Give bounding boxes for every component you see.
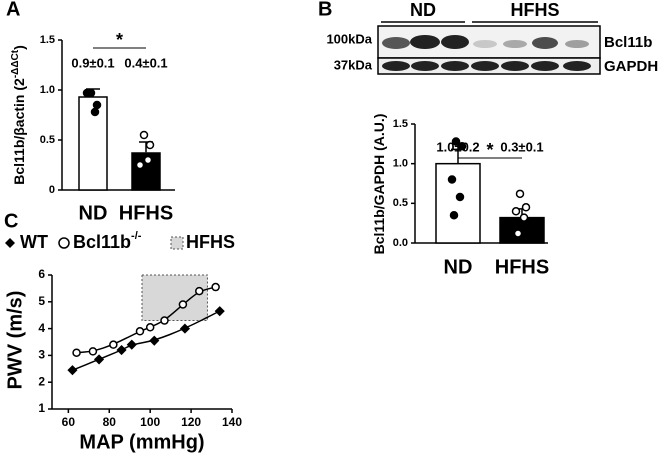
marker-label: 100kDa xyxy=(326,31,372,46)
category-label: ND xyxy=(444,256,473,278)
y-tick-label: 0 xyxy=(49,184,55,196)
category-label: HFHS xyxy=(495,256,549,278)
data-point xyxy=(72,348,81,357)
significance-label: * xyxy=(116,30,123,50)
data-point xyxy=(116,344,127,356)
shaded-region xyxy=(141,274,208,322)
data-point xyxy=(521,203,531,212)
value-label: 0.3±0.1 xyxy=(500,139,543,154)
data-point xyxy=(135,160,145,170)
data-point xyxy=(93,354,105,365)
data-point xyxy=(511,207,521,216)
legend-label: WT xyxy=(20,232,48,252)
category-label: HFHS xyxy=(119,202,173,224)
x-tick-label: 60 xyxy=(62,415,76,429)
marker-label: 37kDa xyxy=(334,57,373,72)
band-label: GAPDH xyxy=(604,58,658,75)
legend-label-sup: -/- xyxy=(131,230,142,242)
y-axis-label-part: ) xyxy=(11,45,27,50)
data-point xyxy=(178,300,188,309)
y-tick-label: 3 xyxy=(38,348,45,362)
y-axis-label: Bcl11b/βactin (2-ΔΔCt) xyxy=(10,45,27,185)
panel-label: C xyxy=(4,210,18,232)
data-point xyxy=(135,327,145,336)
y-tick-label: 1.0 xyxy=(393,158,408,170)
data-point xyxy=(82,88,92,98)
data-point xyxy=(160,316,169,325)
data-point xyxy=(139,130,149,140)
x-axis-label: MAP (mmHg) xyxy=(79,431,204,453)
data-point xyxy=(214,306,225,317)
data-point xyxy=(67,365,78,376)
data-point xyxy=(143,155,153,165)
value-label: 0.4±0.1 xyxy=(124,55,167,70)
y-axis-label-part: -ΔΔCt xyxy=(10,49,21,78)
value-label: 1.0±0.2 xyxy=(436,139,479,154)
group-label: HFHS xyxy=(511,0,560,20)
legend-marker xyxy=(170,236,184,250)
y-axis-label-part: Bcl11b/GAPDH (A.U.) xyxy=(371,114,387,255)
y-tick-label: 0.5 xyxy=(393,197,408,209)
data-point xyxy=(179,323,191,334)
legend-marker xyxy=(5,238,15,248)
y-tick-label: 5 xyxy=(38,294,45,308)
y-tick-label: 4 xyxy=(38,321,45,335)
data-point xyxy=(455,192,465,202)
y-tick-label: 1 xyxy=(38,401,45,415)
bands xyxy=(382,35,591,71)
panel-label: B xyxy=(318,0,332,20)
value-label: 0.9±0.1 xyxy=(71,55,114,70)
y-axis-label: Bcl11b/GAPDH (A.U.) xyxy=(371,114,387,255)
data-point xyxy=(126,339,137,350)
data-point xyxy=(457,141,467,151)
band-label: Bcl11b xyxy=(604,34,652,51)
bar xyxy=(435,162,481,244)
y-tick-label: 1.0 xyxy=(40,84,55,96)
data-point xyxy=(449,210,459,220)
x-tick-label: 140 xyxy=(222,415,242,429)
legend-label: Bcl11b-/- xyxy=(73,230,142,252)
y-tick-label: 1.5 xyxy=(393,118,408,130)
y-axis-label: PWV (m/s) xyxy=(4,291,26,390)
legend-label-part: Bcl11b xyxy=(73,232,131,252)
data-point xyxy=(515,189,525,199)
y-tick-label: 0.0 xyxy=(393,237,408,249)
y-axis-label-part: Bcl11b/βactin (2 xyxy=(11,78,27,185)
data-point xyxy=(92,100,102,110)
data-point xyxy=(195,286,204,296)
y-tick-label: 1.5 xyxy=(40,34,55,46)
x-tick-label: 120 xyxy=(181,415,201,429)
legend-marker xyxy=(58,237,70,249)
data-point xyxy=(519,213,529,222)
data-point xyxy=(145,323,155,332)
significance-label: * xyxy=(486,140,493,160)
data-point xyxy=(109,340,118,349)
y-tick-label: 6 xyxy=(38,267,45,281)
data-point xyxy=(451,137,461,146)
category-label: ND xyxy=(79,202,108,224)
bar xyxy=(499,216,545,244)
y-tick-label: 2 xyxy=(38,374,45,388)
data-point xyxy=(88,347,98,356)
panel-label: A xyxy=(6,0,20,20)
x-tick-label: 80 xyxy=(103,415,117,429)
data-point xyxy=(145,140,155,150)
legend-label: HFHS xyxy=(186,232,235,252)
data-point xyxy=(447,175,457,184)
western-blot: ND HFHS 100kDa 37kDa Bcl11b GAPDH xyxy=(326,0,658,75)
data-point xyxy=(149,335,160,346)
x-tick-label: 100 xyxy=(140,415,160,429)
data-point xyxy=(513,229,523,238)
y-tick-label: 0.5 xyxy=(40,134,55,146)
group-label: ND xyxy=(410,0,436,20)
data-point xyxy=(211,282,220,292)
data-point xyxy=(90,107,100,117)
